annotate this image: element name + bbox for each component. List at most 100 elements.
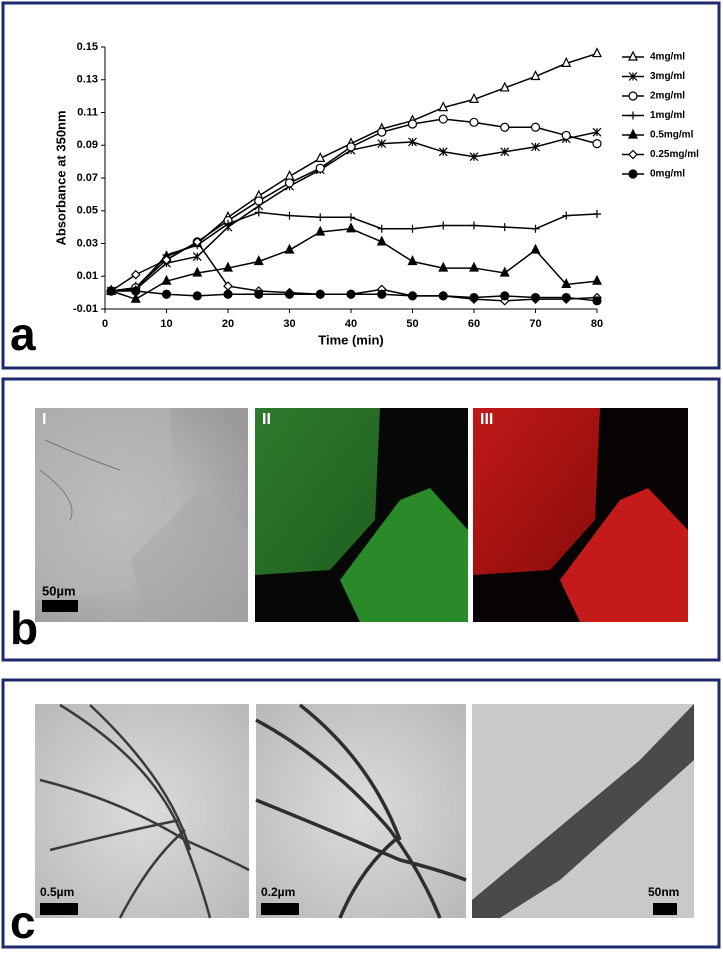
marker: [500, 223, 509, 232]
marker: [499, 81, 510, 92]
marker: [315, 225, 326, 236]
marker: [530, 243, 541, 254]
scale-label: 50µm: [42, 583, 76, 598]
legend-marker: [628, 91, 638, 101]
marker: [530, 292, 541, 303]
marker: [499, 266, 510, 277]
marker: [377, 139, 387, 149]
y-tick-label: 0.11: [77, 106, 98, 118]
scale-label: 0.2µm: [261, 885, 295, 899]
marker: [407, 291, 418, 301]
marker: [106, 286, 116, 296]
marker: [592, 127, 602, 137]
marker: [224, 219, 232, 228]
marker: [531, 224, 540, 233]
marker: [315, 163, 325, 173]
marker: [192, 291, 202, 301]
scale-label: 0.5µm: [40, 885, 74, 899]
legend-label: 0.5mg/ml: [650, 130, 694, 141]
marker: [592, 47, 602, 58]
y-tick-label: -0.01: [73, 303, 98, 315]
legend-label: 1mg/ml: [650, 110, 685, 121]
x-tick-label: 70: [529, 318, 541, 330]
marker: [346, 142, 356, 152]
marker: [469, 152, 479, 162]
legend-marker: [628, 128, 638, 139]
marker: [407, 119, 418, 129]
marker: [593, 210, 601, 219]
marker: [315, 289, 325, 299]
legend-marker: [628, 149, 638, 160]
marker: [439, 221, 448, 230]
scale-bar: [42, 600, 78, 612]
marker: [192, 252, 202, 262]
legend-label: 4mg/ml: [650, 52, 685, 63]
x-tick-label: 50: [406, 318, 418, 330]
micrograph: [35, 703, 694, 919]
marker: [223, 289, 233, 299]
marker: [130, 269, 141, 280]
marker: [161, 255, 172, 265]
scale-bar: [40, 903, 78, 915]
marker: [130, 292, 141, 303]
legend-marker: [629, 111, 637, 120]
panel-c-frame: [1, 678, 721, 949]
marker: [161, 289, 172, 299]
series-line: [111, 131, 598, 292]
marker: [530, 70, 541, 81]
marker: [192, 237, 203, 247]
marker: [438, 101, 449, 112]
marker: [254, 289, 264, 299]
marker: [192, 266, 203, 277]
marker: [561, 130, 571, 141]
image-label: I: [42, 411, 46, 428]
marker: [316, 213, 325, 222]
x-axis-title: Time (min): [318, 332, 384, 347]
image-label: II: [262, 411, 271, 428]
y-tick-label: 0.03: [77, 237, 98, 249]
y-tick-label: 0.05: [77, 205, 98, 217]
marker: [438, 114, 448, 124]
panel-b-frame: [1, 377, 721, 662]
marker: [500, 291, 510, 301]
legend-label: 3mg/ml: [650, 71, 685, 82]
y-tick-label: 0.15: [77, 41, 98, 53]
legend-label: 2mg/ml: [650, 91, 685, 102]
legend-marker: [628, 169, 638, 179]
marker: [254, 208, 263, 217]
image-label: III: [480, 411, 493, 428]
marker: [469, 261, 479, 272]
marker: [346, 289, 356, 299]
marker: [377, 289, 387, 299]
x-tick-label: 30: [283, 318, 295, 330]
marker: [470, 221, 478, 230]
marker: [284, 178, 295, 188]
marker: [254, 196, 264, 206]
y-tick-label: 0.07: [77, 172, 98, 184]
micrograph: [35, 408, 688, 622]
scale-label: 50nm: [648, 885, 679, 899]
marker: [284, 243, 295, 254]
marker: [469, 93, 479, 104]
marker: [469, 292, 479, 303]
marker: [530, 122, 541, 132]
y-tick-label: 0.09: [77, 139, 98, 151]
scale-bar: [261, 903, 299, 915]
marker: [346, 222, 356, 233]
series-line: [111, 211, 598, 292]
legend-label: 0mg/ml: [650, 169, 685, 180]
y-tick-label: 0.01: [77, 270, 98, 282]
x-tick-label: 0: [102, 318, 108, 330]
marker: [438, 291, 448, 301]
legend-marker: [628, 50, 638, 61]
marker: [284, 289, 295, 299]
marker: [561, 57, 572, 67]
x-tick-label: 40: [345, 318, 357, 330]
marker: [592, 296, 602, 306]
panel-label: c: [10, 896, 36, 948]
marker: [408, 224, 417, 233]
marker: [531, 142, 540, 152]
scale-bar: [653, 903, 677, 915]
marker: [347, 213, 355, 222]
